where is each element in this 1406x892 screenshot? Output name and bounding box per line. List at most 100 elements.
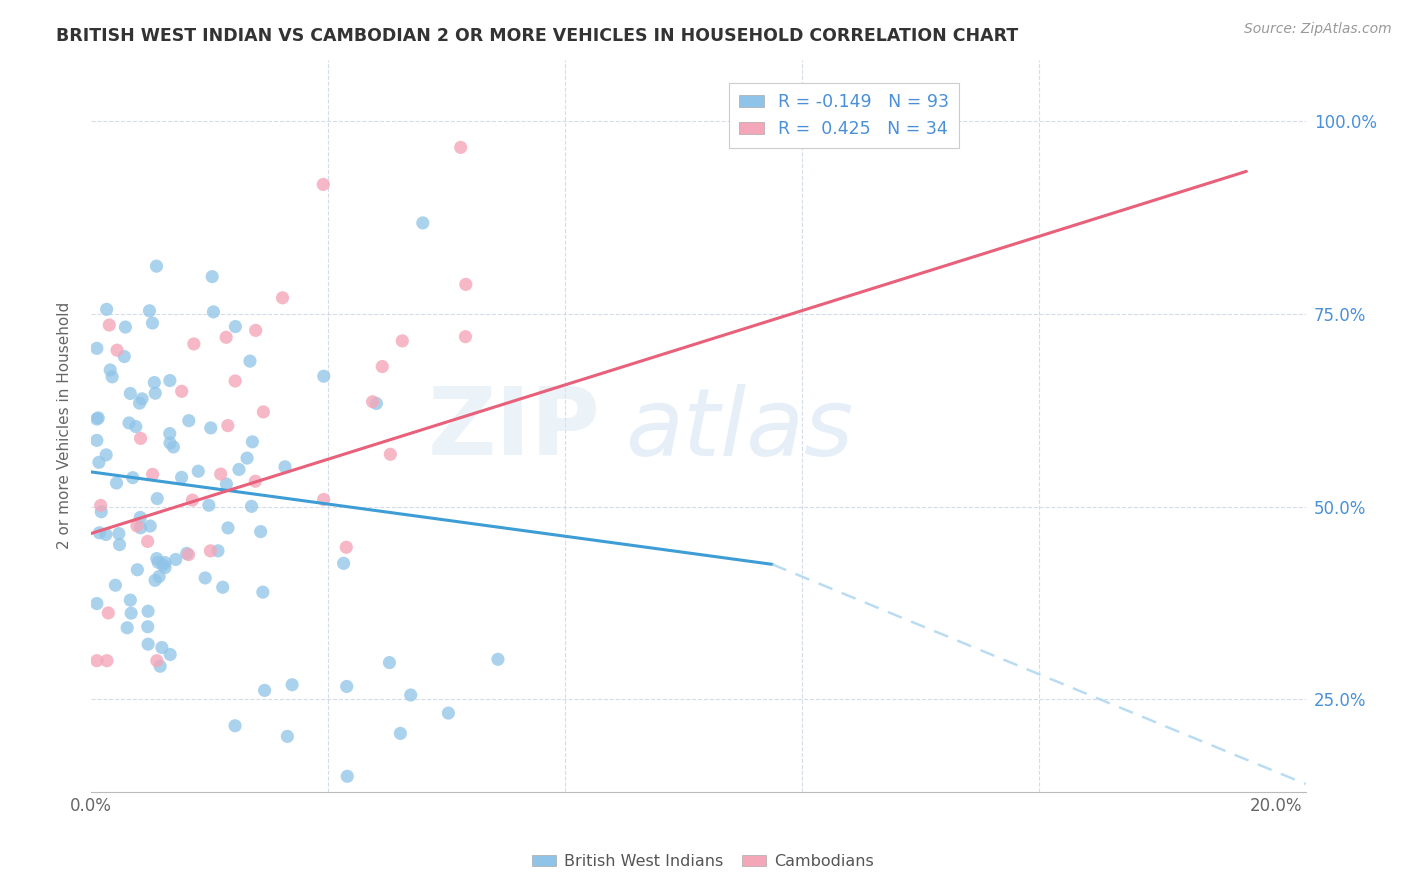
- Point: [177, 414, 200, 428]
- Point: [412, 216, 434, 230]
- Point: [366, 396, 388, 410]
- Point: [87, 411, 110, 425]
- Point: [150, 640, 173, 655]
- Point: [136, 534, 159, 549]
- Text: Source: ZipAtlas.com: Source: ZipAtlas.com: [1244, 22, 1392, 37]
- Point: [120, 606, 142, 620]
- Point: [332, 557, 354, 571]
- Point: [224, 319, 246, 334]
- Point: [176, 546, 198, 560]
- Point: [159, 374, 181, 388]
- Point: [399, 688, 422, 702]
- Point: [152, 558, 174, 572]
- Point: [200, 421, 222, 435]
- Point: [380, 447, 402, 461]
- Point: [336, 680, 359, 694]
- Point: [486, 652, 509, 666]
- Point: [94, 527, 117, 541]
- Point: [114, 320, 136, 334]
- Point: [118, 416, 141, 430]
- Point: [148, 569, 170, 583]
- Point: [454, 277, 477, 292]
- Point: [125, 518, 148, 533]
- Point: [253, 683, 276, 698]
- Point: [177, 548, 200, 562]
- Point: [96, 302, 118, 317]
- Point: [391, 334, 413, 348]
- Point: [198, 498, 221, 512]
- Point: [252, 405, 274, 419]
- Point: [361, 394, 384, 409]
- Point: [240, 500, 263, 514]
- Point: [454, 329, 477, 343]
- Point: [86, 597, 108, 611]
- Point: [450, 140, 472, 154]
- Point: [125, 419, 148, 434]
- Point: [194, 571, 217, 585]
- Point: [129, 431, 152, 445]
- Text: ZIP: ZIP: [429, 384, 602, 475]
- Point: [120, 593, 142, 607]
- Point: [121, 471, 143, 485]
- Y-axis label: 2 or more Vehicles in Household: 2 or more Vehicles in Household: [58, 302, 72, 549]
- Point: [335, 540, 357, 554]
- Point: [217, 521, 239, 535]
- Text: atlas: atlas: [626, 384, 853, 475]
- Legend: British West Indians, Cambodians: British West Indians, Cambodians: [526, 847, 880, 875]
- Point: [245, 475, 267, 489]
- Point: [217, 418, 239, 433]
- Point: [252, 585, 274, 599]
- Point: [236, 451, 259, 466]
- Legend: R = -0.149   N = 93, R =  0.425   N = 34: R = -0.149 N = 93, R = 0.425 N = 34: [730, 83, 959, 148]
- Point: [215, 330, 238, 344]
- Point: [141, 316, 163, 330]
- Text: BRITISH WEST INDIAN VS CAMBODIAN 2 OR MORE VEHICLES IN HOUSEHOLD CORRELATION CHA: BRITISH WEST INDIAN VS CAMBODIAN 2 OR MO…: [56, 27, 1018, 45]
- Point: [90, 499, 112, 513]
- Point: [139, 519, 162, 533]
- Point: [209, 467, 232, 481]
- Point: [98, 318, 121, 332]
- Point: [207, 544, 229, 558]
- Point: [153, 560, 176, 574]
- Point: [181, 493, 204, 508]
- Point: [108, 538, 131, 552]
- Point: [162, 440, 184, 454]
- Point: [159, 436, 181, 450]
- Point: [281, 678, 304, 692]
- Point: [86, 342, 108, 356]
- Point: [228, 462, 250, 476]
- Point: [271, 291, 294, 305]
- Point: [312, 369, 335, 384]
- Point: [142, 467, 165, 482]
- Point: [312, 178, 335, 192]
- Point: [96, 654, 118, 668]
- Point: [146, 491, 169, 506]
- Point: [211, 580, 233, 594]
- Point: [201, 269, 224, 284]
- Point: [131, 392, 153, 406]
- Point: [143, 574, 166, 588]
- Point: [242, 434, 264, 449]
- Point: [202, 305, 225, 319]
- Point: [183, 337, 205, 351]
- Point: [146, 551, 169, 566]
- Point: [437, 706, 460, 720]
- Point: [97, 606, 120, 620]
- Point: [336, 769, 359, 783]
- Point: [108, 526, 131, 541]
- Point: [104, 578, 127, 592]
- Point: [90, 505, 112, 519]
- Point: [239, 354, 262, 368]
- Point: [165, 552, 187, 566]
- Point: [129, 521, 152, 535]
- Point: [87, 455, 110, 469]
- Point: [249, 524, 271, 539]
- Point: [101, 369, 124, 384]
- Point: [127, 563, 149, 577]
- Point: [148, 555, 170, 569]
- Point: [153, 556, 176, 570]
- Point: [170, 470, 193, 484]
- Point: [136, 637, 159, 651]
- Point: [245, 323, 267, 337]
- Point: [274, 459, 297, 474]
